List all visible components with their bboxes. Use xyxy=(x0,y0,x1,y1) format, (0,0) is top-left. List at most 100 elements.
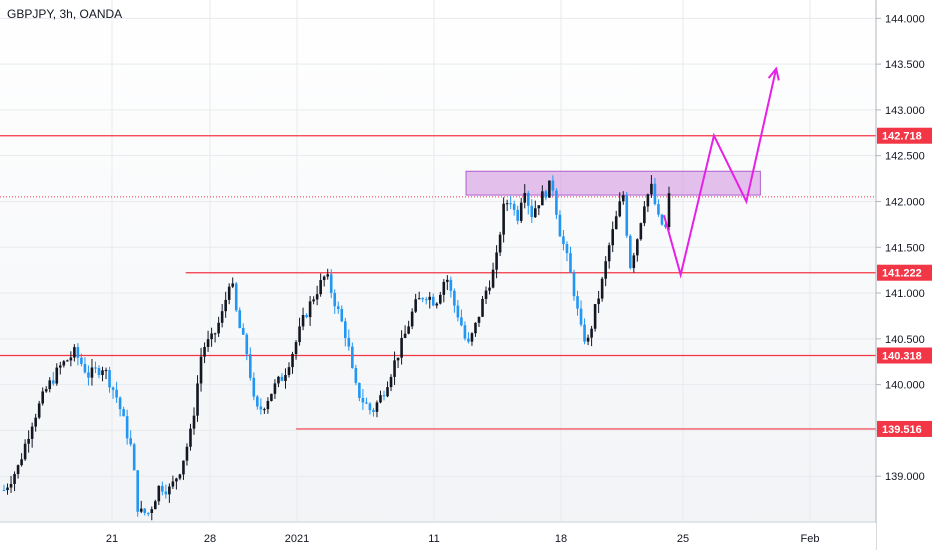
candle-body xyxy=(636,239,639,256)
candle-body xyxy=(62,361,66,366)
candle-body xyxy=(488,287,491,291)
candle-body xyxy=(336,306,340,309)
candle-body xyxy=(372,410,375,412)
price-level-label: 141.222 xyxy=(882,268,922,280)
candle-body xyxy=(382,395,386,397)
candle-body xyxy=(220,311,224,323)
candle-body xyxy=(284,374,287,381)
candle-body xyxy=(101,370,104,376)
candle-body xyxy=(322,276,326,281)
candle-body xyxy=(628,235,632,269)
candle-body xyxy=(467,338,470,342)
candle-body xyxy=(280,376,284,381)
candle-body xyxy=(537,205,541,209)
candle-body xyxy=(129,438,132,445)
price-level-labels: 142.718 141.222 140.318 139.516 xyxy=(877,127,932,437)
candle-body xyxy=(231,283,235,287)
candle-body xyxy=(30,426,34,439)
candle-body xyxy=(83,363,87,373)
candle-body xyxy=(122,409,125,417)
candle-body xyxy=(650,183,653,195)
candle-body xyxy=(512,203,516,210)
candle-body xyxy=(97,368,101,376)
candle-body xyxy=(505,203,509,205)
candle-body xyxy=(544,191,548,198)
candle-body xyxy=(273,383,277,394)
projection-line xyxy=(663,68,778,279)
candle-body xyxy=(175,478,178,482)
price-tick-label: 140.500 xyxy=(885,334,925,346)
candle-body xyxy=(69,357,73,361)
candle-body xyxy=(13,474,16,484)
candle-body xyxy=(379,395,382,403)
candle-body xyxy=(132,444,136,471)
candle-body xyxy=(150,509,154,513)
candle-body xyxy=(298,326,301,343)
price-tick-label: 141.000 xyxy=(885,288,925,300)
price-tick-label: 143.000 xyxy=(885,105,925,117)
time-tick-label: 25 xyxy=(677,533,689,545)
candle-body xyxy=(607,245,611,262)
candle-body xyxy=(523,192,527,203)
candle-body xyxy=(400,337,403,358)
candle-body xyxy=(600,278,604,299)
time-tick-label: 21 xyxy=(106,533,118,545)
price-level-badge xyxy=(877,264,932,281)
candle-body xyxy=(449,279,453,291)
grid xyxy=(0,0,876,522)
candle-body xyxy=(80,357,83,364)
candle-body xyxy=(498,234,502,253)
candle-body xyxy=(305,315,308,318)
time-tick-label: 2021 xyxy=(285,533,309,545)
candle-body xyxy=(354,367,358,383)
candle-body xyxy=(168,486,171,495)
candle-body xyxy=(526,192,530,206)
candle-body xyxy=(417,298,421,300)
candle-body xyxy=(358,382,361,398)
candle-body xyxy=(428,296,432,300)
candle-body xyxy=(569,253,572,273)
candle-body xyxy=(58,365,62,368)
candle-body xyxy=(27,438,30,444)
candle-body xyxy=(308,301,312,318)
candle-body xyxy=(48,380,52,390)
candle-body xyxy=(157,485,161,502)
candle-body xyxy=(185,446,189,461)
candle-body xyxy=(146,512,150,514)
candles xyxy=(2,175,671,521)
candle-body xyxy=(351,346,354,368)
candle-body xyxy=(252,377,256,397)
candle-body xyxy=(16,465,20,475)
candle-body xyxy=(9,483,13,488)
candle-body xyxy=(315,294,319,300)
candle-body xyxy=(329,274,333,293)
candle-body xyxy=(653,183,657,205)
candle-body xyxy=(586,337,590,342)
candle-body xyxy=(171,481,175,487)
time-tick-label: Feb xyxy=(801,533,820,545)
candle-body xyxy=(227,286,231,300)
candle-body xyxy=(576,296,579,309)
candle-body xyxy=(657,204,660,215)
candle-body xyxy=(87,372,90,378)
candle-body xyxy=(259,406,263,410)
price-tick-label: 141.500 xyxy=(885,242,925,254)
candle-body xyxy=(270,393,273,401)
candle-body xyxy=(484,290,488,299)
candle-body xyxy=(495,252,498,270)
candle-body xyxy=(333,292,337,307)
price-level-badge xyxy=(877,127,932,144)
candle-body xyxy=(583,324,586,342)
candle-body xyxy=(639,223,643,240)
candle-body xyxy=(248,354,252,378)
candle-body xyxy=(593,304,597,329)
candle-body xyxy=(241,328,245,335)
candle-body xyxy=(407,326,410,334)
candle-body xyxy=(199,356,203,384)
candle-body xyxy=(108,370,111,388)
candle-body xyxy=(389,376,393,388)
time-axis[interactable]: 21 28 2021 11 18 25 Feb xyxy=(106,533,820,545)
candle-body xyxy=(604,261,607,279)
candle-body xyxy=(111,387,115,390)
